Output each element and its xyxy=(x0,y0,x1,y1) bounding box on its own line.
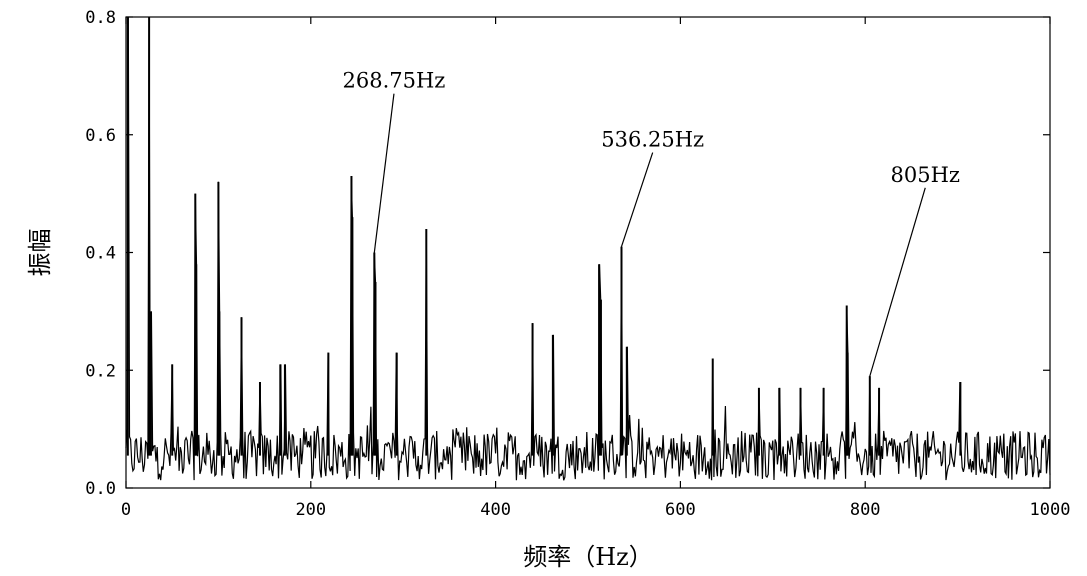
x-tick-label: 0 xyxy=(121,500,131,520)
y-tick-label: 0.2 xyxy=(85,361,116,381)
spectrum-line xyxy=(125,16,1051,481)
x-tick-label: 600 xyxy=(665,500,696,520)
plot-frame xyxy=(125,16,1051,489)
y-tick-label: 0.4 xyxy=(85,244,116,264)
y-tick-label: 0.6 xyxy=(85,126,116,146)
x-axis-title: 频率（Hz） xyxy=(523,543,653,571)
y-tick-label: 0.0 xyxy=(85,479,116,499)
x-tick-label: 400 xyxy=(480,500,511,520)
annotation-label: 268.75Hz xyxy=(343,69,446,93)
annotation-label: 536.25Hz xyxy=(601,128,704,152)
y-tick-label: 0.8 xyxy=(85,8,116,28)
annotation-line xyxy=(869,187,926,377)
x-tick-label: 200 xyxy=(295,500,326,520)
x-tick-label: 800 xyxy=(850,500,881,520)
annotation-label: 805Hz xyxy=(891,163,960,187)
x-tick-label: 1000 xyxy=(1030,500,1071,520)
annotation-line xyxy=(620,152,654,247)
y-axis-title: 振幅 xyxy=(26,229,54,277)
annotation-line xyxy=(373,93,395,253)
